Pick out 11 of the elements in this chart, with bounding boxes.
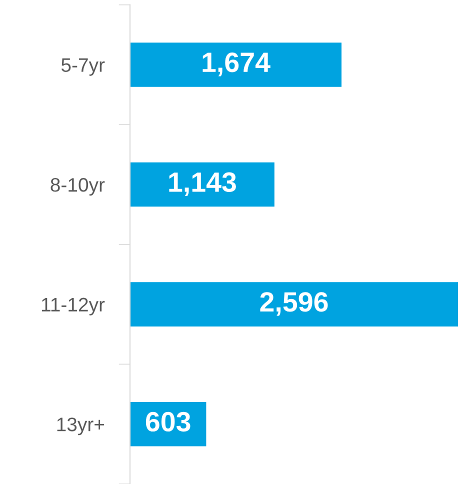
data-label: 1,143 [169,172,236,196]
y-tick-label: 13yr+ [57,418,104,436]
data-label: 1,674 [202,52,270,76]
bar [130,162,274,207]
data-label: 603 [146,412,190,432]
y-tick-label: 11-12yr [42,298,105,316]
y-tick-label: 8-10yr [50,178,105,196]
y-tick-label: 5-7yr [61,58,105,76]
bar [130,42,342,87]
bar [130,282,458,326]
data-label: 2,596 [260,292,328,316]
